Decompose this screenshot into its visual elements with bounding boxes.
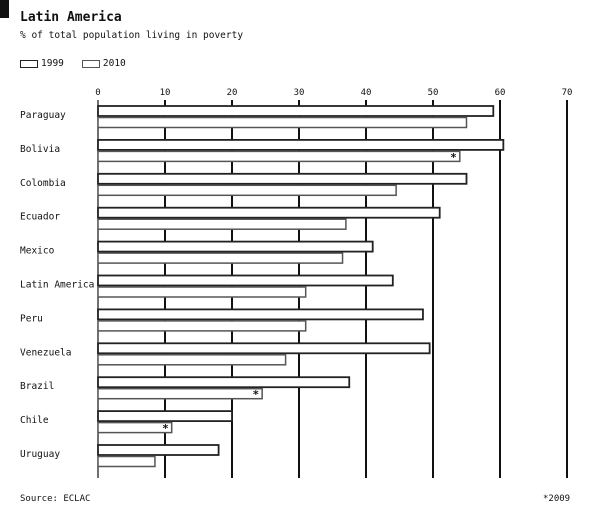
bar-colombia-2010 [97,184,397,197]
category-label-bolivia: Bolivia [20,144,60,155]
bar-uruguay-1999 [97,444,220,456]
source-note: Source: ECLAC [20,494,91,504]
x-tick-label-20: 20 [227,88,238,98]
x-tick-label-70: 70 [562,88,573,98]
category-label-uruguay: Uruguay [20,449,60,460]
category-label-colombia: Colombia [20,178,66,189]
bar-latin-america-1999 [97,274,394,287]
bar-brazil-1999 [97,376,351,389]
category-label-latin-america: Latin America [20,280,94,291]
marker-bolivia: * [450,151,457,164]
chart-subtitle: % of total population living in poverty [20,30,244,41]
bar-paraguay-2010 [97,116,468,129]
chart-legend: 1999 2010 [20,58,126,69]
bar-paraguay-1999 [97,105,495,117]
footnote: *2009 [543,494,571,504]
bar-colombia-1999 [97,172,468,185]
bar-chile-1999 [97,410,233,423]
bar-ecuador-2010 [97,218,347,230]
marker-brazil: * [253,388,260,401]
category-label-chile: Chile [20,415,49,426]
legend-label-1999: 1999 [41,58,64,69]
bar-peru-1999 [97,308,424,321]
bar-uruguay-2010 [97,455,156,468]
corner-tab-mark [0,0,9,18]
x-tick-label-40: 40 [361,88,372,98]
category-label-ecuador: Ecuador [20,212,60,223]
legend-swatch-2010 [81,59,100,68]
category-label-mexico: Mexico [20,246,55,257]
bar-mexico-2010 [97,252,344,264]
chart-title: Latin America [20,10,122,25]
x-tick-label-50: 50 [428,88,439,98]
legend-item-2010: 2010 [81,58,126,69]
bar-venezuela-1999 [97,342,431,355]
bar-bolivia-2010 [97,150,461,163]
category-label-peru: Peru [20,313,43,324]
x-tick-label-30: 30 [294,88,305,98]
legend-swatch-1999 [20,59,38,68]
legend-label-2010: 2010 [102,58,126,69]
bar-peru-2010 [97,320,307,332]
x-tick-label-0: 0 [95,88,100,98]
legend-item-1999: 1999 [20,58,64,69]
category-label-venezuela: Venezuela [20,347,71,358]
x-tick-label-60: 60 [495,88,506,98]
marker-chile: * [162,422,169,435]
bar-latin-america-2010 [97,286,307,298]
bar-mexico-1999 [97,240,374,253]
bar-venezuela-2010 [97,354,287,366]
category-label-paraguay: Paraguay [20,110,66,121]
x-tick-label-10: 10 [160,88,171,98]
bar-ecuador-1999 [97,206,441,219]
bar-bolivia-1999 [97,138,505,151]
bar-brazil-2010 [97,387,263,400]
bar-chile-2010 [97,421,173,434]
category-label-brazil: Brazil [20,381,54,392]
